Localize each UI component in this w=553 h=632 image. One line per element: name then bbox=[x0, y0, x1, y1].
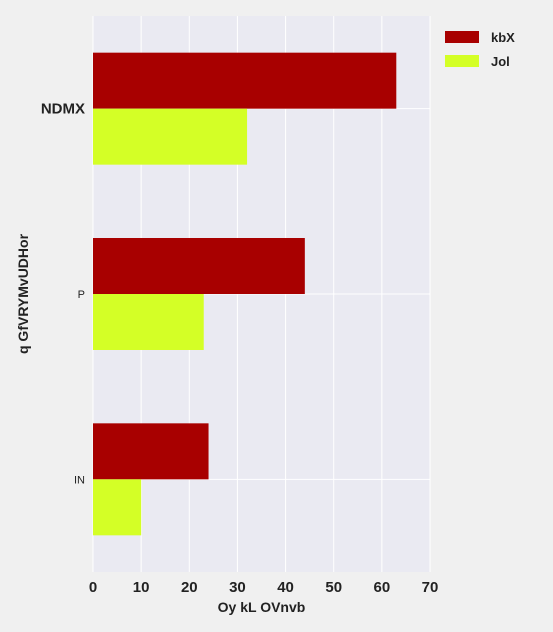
legend: kbX Jol bbox=[445, 30, 515, 69]
bar-kbX-P bbox=[93, 238, 305, 294]
y-tick-label: P bbox=[78, 289, 85, 301]
x-tick-label: 10 bbox=[133, 579, 150, 596]
bar-Jol-IN bbox=[93, 479, 142, 536]
bar-kbX-IN bbox=[93, 423, 209, 480]
x-tick-label: 60 bbox=[374, 579, 391, 596]
bar-kbX-NDMX bbox=[93, 52, 397, 109]
bars bbox=[93, 52, 397, 536]
legend-label-Jol: Jol bbox=[491, 54, 510, 69]
legend-swatch-Jol bbox=[445, 55, 479, 67]
legend-label-kbX: kbX bbox=[491, 30, 515, 45]
y-tick-label: IN bbox=[74, 474, 85, 486]
y-axis-label: q GfVRYMvUDHor bbox=[15, 233, 31, 354]
legend-swatch-kbX bbox=[445, 31, 479, 43]
x-tick-label: 0 bbox=[89, 579, 97, 596]
x-tick-label: 50 bbox=[325, 579, 342, 596]
bar-Jol-NDMX bbox=[93, 108, 248, 165]
y-tick-labels: NDMX P IN bbox=[41, 101, 85, 487]
x-tick-label: 20 bbox=[181, 579, 198, 596]
bar-Jol-P bbox=[93, 294, 204, 350]
x-tick-labels: 0 10 20 30 40 50 60 70 bbox=[89, 579, 439, 596]
y-tick-label: NDMX bbox=[41, 101, 85, 118]
x-tick-label: 70 bbox=[422, 579, 439, 596]
x-tick-label: 40 bbox=[277, 579, 294, 596]
x-axis-label: Oy kL OVnvb bbox=[218, 599, 306, 615]
x-tick-label: 30 bbox=[229, 579, 246, 596]
